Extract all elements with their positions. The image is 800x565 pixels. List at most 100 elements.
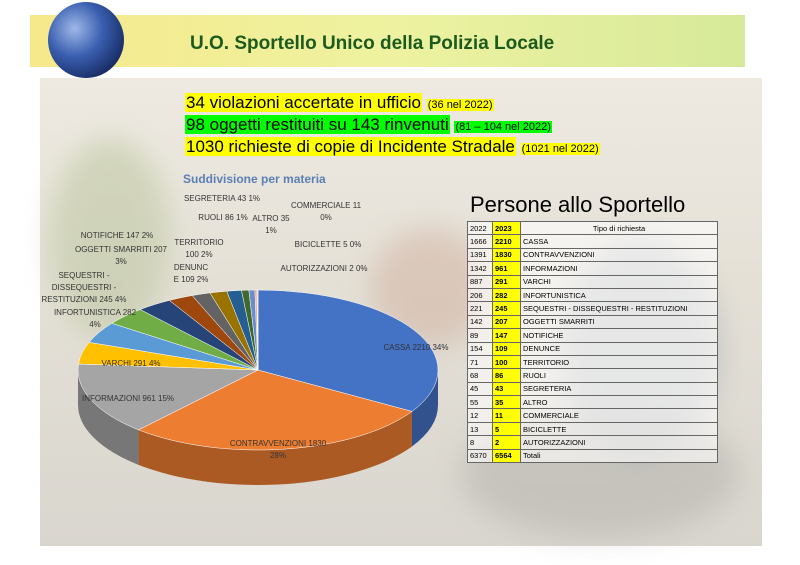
- highlight: 98 oggetti restituiti su 143 rinvenuti (…: [185, 115, 552, 135]
- table-row: 55 35 ALTRO: [467, 395, 718, 410]
- table-cell: 43: [492, 381, 521, 397]
- table-row: 89 147 NOTIFICHE: [467, 328, 718, 343]
- label-value: 2: [349, 264, 354, 273]
- table-row: 154 109 DENUNCE: [467, 341, 718, 356]
- data-label: COMMERCIALE 11 0%: [288, 200, 364, 224]
- table-row: 71 100 TERRITORIO: [467, 354, 718, 370]
- table-cell: 35: [492, 395, 521, 410]
- table-cell: 887: [467, 274, 493, 289]
- table-cell: 154: [467, 341, 493, 356]
- table-cell: 71: [467, 354, 493, 370]
- label-category: SEQUESTRI - DISSEQUESTRI - RESTITUZIONI: [41, 271, 117, 304]
- label-value: 245: [99, 295, 113, 304]
- label-value: 109: [181, 275, 195, 284]
- label-category: OGGETTI SMARRITI: [74, 245, 152, 254]
- table-cell: ALTRO: [520, 395, 718, 410]
- label-category: CASSA: [383, 343, 411, 352]
- label-value: 282: [122, 308, 137, 317]
- header-cell: 2022: [467, 220, 493, 236]
- table-cell: 245: [492, 301, 521, 316]
- label-value: 207: [153, 245, 168, 254]
- table-cell: NOTIFICHE: [520, 328, 718, 343]
- data-label: SEGRETERIA 43 1%: [182, 193, 262, 205]
- table-row: 12 11 COMMERCIALE: [467, 408, 718, 423]
- table-cell: 55: [467, 395, 493, 410]
- table-cell: 282: [492, 287, 521, 303]
- table-cell: TERRITORIO: [520, 354, 718, 370]
- table-cell: 89: [467, 328, 493, 343]
- table-cell: 5: [492, 421, 521, 437]
- label-share: 4%: [114, 295, 127, 304]
- table-cell: 12: [467, 408, 493, 423]
- label-category: SEGRETERIA: [183, 194, 236, 203]
- data-label: INFORTUNISTICA 282 4%: [52, 307, 138, 331]
- data-label: CASSA 2210 34%: [356, 342, 476, 354]
- label-share: 1%: [265, 226, 277, 235]
- data-label: INFORMAZIONI 961 15%: [78, 393, 178, 405]
- label-value: 147: [126, 231, 140, 240]
- table-cell: 1342: [467, 261, 493, 276]
- label-share: 4%: [89, 320, 101, 329]
- table-cell: 68: [467, 368, 493, 383]
- slice-side: [411, 370, 438, 447]
- label-category: COMMERCIALE: [290, 201, 351, 210]
- table-cell: 147: [492, 328, 521, 343]
- label-category: NOTIFICHE: [80, 231, 124, 240]
- slice: [77, 363, 259, 431]
- table-cell: 291: [492, 274, 521, 289]
- label-value: 11: [352, 201, 362, 210]
- table-cell: 8: [467, 435, 493, 450]
- highlight-text: 34 violazioni accertate in ufficio: [185, 93, 422, 112]
- table-cell: 142: [467, 314, 493, 330]
- table-title: Persone allo Sportello: [470, 192, 686, 217]
- table-cell: AUTORIZZAZIONI: [520, 435, 718, 450]
- page-title: U.O. Sportello Unico della Polizia Local…: [190, 33, 555, 54]
- label-share: 2%: [196, 275, 209, 284]
- table-cell: 86: [492, 368, 521, 383]
- label-value: 100: [185, 250, 199, 259]
- table-cell: VARCHI: [520, 274, 718, 289]
- label-category: INFORMAZIONI: [81, 394, 141, 403]
- table-cell: 221: [467, 301, 493, 316]
- banner: [30, 15, 745, 67]
- table-row: 1391 1830 CONTRAVVENZIONI: [467, 247, 718, 263]
- table-cell: 11: [492, 408, 521, 423]
- table-cell: SEGRETERIA: [520, 381, 718, 397]
- label-share: 34%: [432, 343, 449, 352]
- table-row: 1666 2210 CASSA: [467, 234, 718, 249]
- label-category: VARCHI: [101, 359, 132, 368]
- highlight-text: 1030 richieste di copie di Incidente Str…: [185, 137, 516, 156]
- table-cell: 6564: [492, 448, 521, 464]
- table-cell: INFORTUNISTICA: [520, 287, 718, 303]
- table-cell: 961: [492, 261, 521, 276]
- table-cell: RUOLI: [520, 368, 718, 383]
- highlight-note: (81 – 104 nel 2022): [454, 121, 552, 133]
- label-share: 0%: [320, 213, 332, 222]
- label-value: 961: [142, 394, 156, 403]
- table-cell: 6370: [467, 448, 493, 464]
- label-category: DENUNCE: [173, 263, 209, 284]
- table-cell: 1830: [492, 247, 521, 263]
- label-value: 43: [237, 194, 247, 203]
- highlight-text: 98 oggetti restituiti su 143 rinvenuti: [185, 115, 450, 134]
- label-category: INFORTUNISTICA: [53, 308, 121, 317]
- table-cell: CASSA: [520, 234, 718, 249]
- data-label: VARCHI 291 4%: [86, 358, 176, 370]
- label-value: 291: [133, 359, 147, 368]
- table-cell: Totali: [520, 448, 718, 464]
- header-cell: 2023: [492, 220, 521, 236]
- table-row: 142 207 OGGETTI SMARRITI: [467, 314, 718, 330]
- label-value: 1830: [308, 439, 327, 448]
- data-table: 2022 2023 Tipo di richiesta 1666 2210 CASSA 13…: [467, 220, 718, 464]
- table-cell: 109: [492, 341, 521, 356]
- table-cell: 207: [492, 314, 521, 330]
- table-cell: BICICLETTE: [520, 421, 718, 437]
- label-category: ALTRO: [252, 214, 279, 223]
- table-row: 221 245 SEQUESTRI - DISSEQUESTRI - RESTITU…: [467, 301, 718, 316]
- label-value: 86: [224, 213, 234, 222]
- table-row: 45 43 SEGRETERIA: [467, 381, 718, 397]
- table-cell: 45: [467, 381, 493, 397]
- table-cell: 2: [492, 435, 521, 450]
- data-label: TERRITORIO 100 2%: [168, 237, 230, 261]
